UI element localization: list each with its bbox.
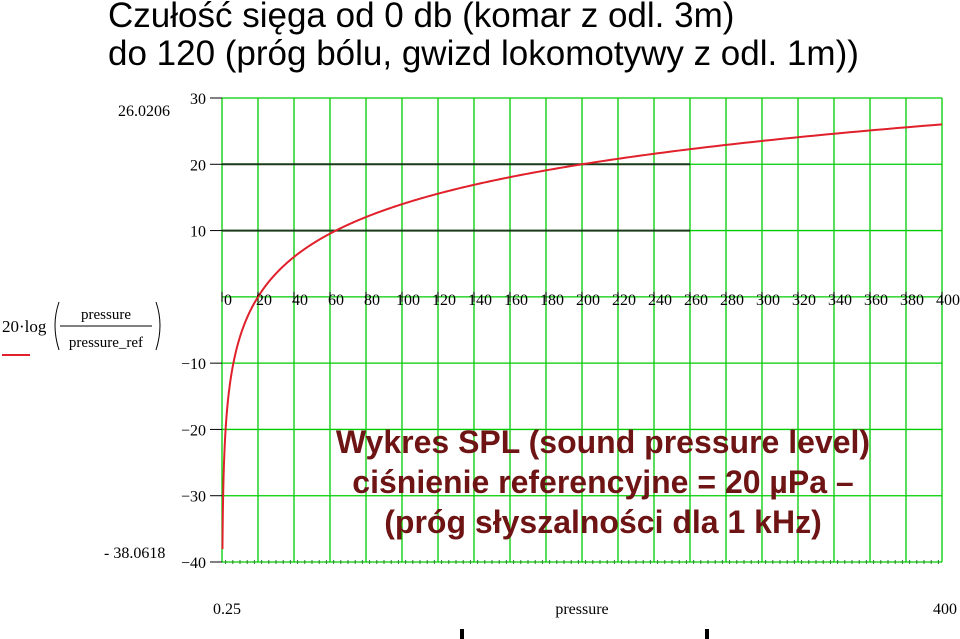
x-tick-label: 360 (864, 292, 888, 309)
x-tick-label: 240 (648, 292, 672, 309)
chart-title-line-2: do 120 (próg bólu, gwizd lokomotywy z od… (108, 34, 859, 73)
x-tick-label: 100 (396, 292, 420, 309)
x-tick-label: 200 (576, 292, 600, 309)
x-tick-label: 340 (828, 292, 852, 309)
y-tick-label: −40 (181, 555, 206, 572)
x-tick-label: 40 (292, 292, 308, 309)
x-tick-label: 220 (612, 292, 636, 309)
x-range-max-label: 400 (933, 601, 957, 618)
ylabel-left-paren (54, 301, 60, 351)
y-tick-labels: 30 20 10 −10 −20 −30 −40 (181, 91, 206, 572)
x-tick-label: 260 (684, 292, 708, 309)
x-tick-label: 380 (900, 292, 924, 309)
x-tick-label: 300 (756, 292, 780, 309)
x-tick-label: 120 (432, 292, 456, 309)
series-line-spl (221, 123, 943, 550)
x-range-min-label: 0.25 (213, 601, 241, 618)
x-tick-label: 280 (720, 292, 744, 309)
axis-ticks (210, 97, 943, 564)
y-tick-label: −10 (181, 356, 206, 373)
x-tick-labels: 0 20 40 60 80 100 120 140 160 180 200 220 240 260 280 3… (224, 292, 960, 309)
y-tick-label: −30 (181, 489, 206, 506)
annotation-line-1: Wykres SPL (sound pressure level) (335, 424, 871, 460)
x-tick-label: 80 (364, 292, 380, 309)
ylabel-denominator: pressure_ref (69, 335, 143, 351)
y-tick-label: −20 (181, 422, 206, 439)
bottom-mark-right (705, 629, 709, 639)
chart-grid (221, 97, 943, 563)
y-range-min-label: - 38.0618 (104, 545, 165, 562)
y-tick-label: 20 (190, 157, 206, 174)
x-axis-label: pressure (555, 601, 608, 618)
x-tick-label: 320 (792, 292, 816, 309)
ylabel-numerator: pressure (81, 307, 131, 323)
annotation-line-3: (próg słyszalności dla 1 kHz) (384, 504, 822, 540)
bottom-mark-left (460, 629, 464, 639)
x-tick-label: 60 (328, 292, 344, 309)
annotation-line-2: ciśnienie referencyjne = 20 µPa – (352, 464, 854, 500)
x-tick-label: 0 (224, 292, 232, 309)
ylabel-prefix: 20·log (2, 317, 47, 336)
y-range-max-label: 26.0206 (118, 103, 170, 120)
y-tick-label: 30 (190, 91, 206, 108)
y-tick-label: 10 (190, 224, 206, 241)
ylabel-right-paren (155, 301, 161, 351)
reference-lines (222, 163, 690, 232)
x-tick-label: 140 (468, 292, 492, 309)
x-tick-label: 160 (504, 292, 528, 309)
x-tick-label: 180 (540, 292, 564, 309)
x-tick-label: 20 (256, 292, 272, 309)
chart-title-line-1: Czułość sięga od 0 db (komar z odl. 3m) (108, 0, 735, 35)
x-tick-label: 400 (936, 292, 960, 309)
